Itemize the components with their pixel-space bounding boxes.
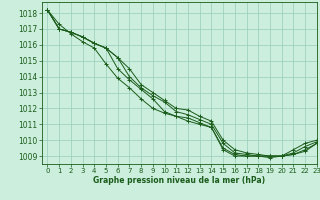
X-axis label: Graphe pression niveau de la mer (hPa): Graphe pression niveau de la mer (hPa) — [93, 176, 265, 185]
